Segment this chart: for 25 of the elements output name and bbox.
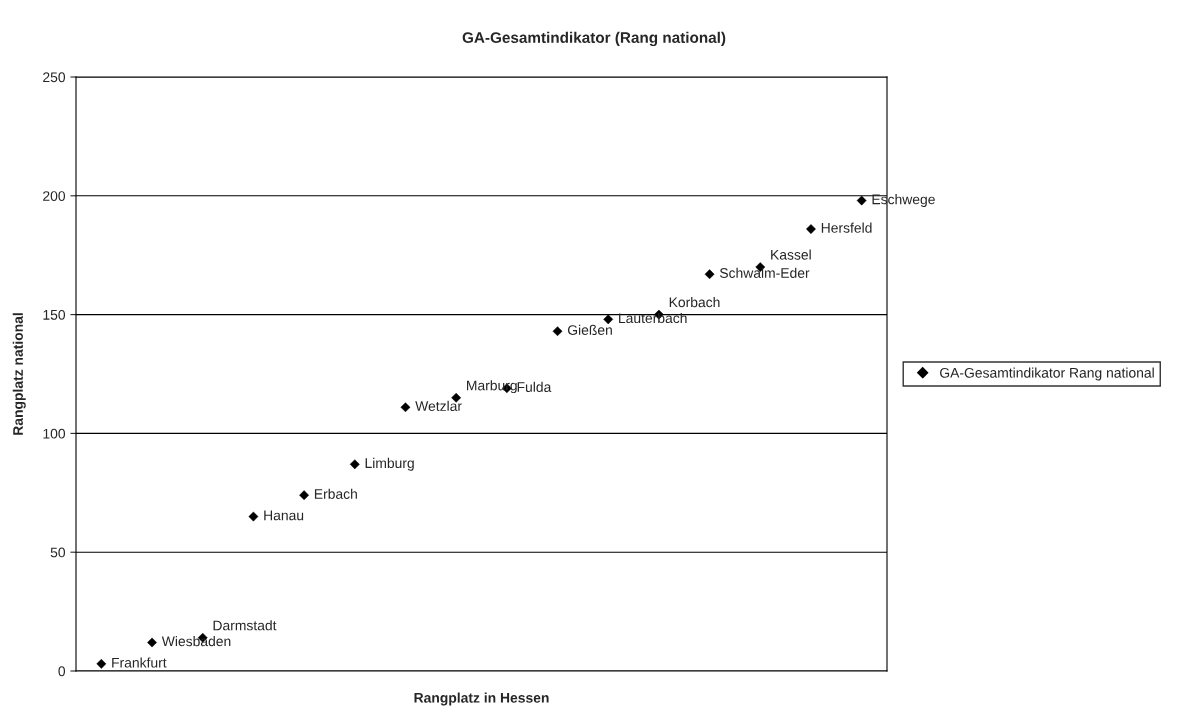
data-label: Erbach bbox=[314, 488, 357, 499]
data-label: Limburg bbox=[365, 457, 414, 471]
data-label: Lauterbach bbox=[619, 312, 687, 324]
y-tick-label: 200 bbox=[43, 191, 66, 201]
data-label: Wetzlar bbox=[415, 400, 462, 411]
data-label: Fulda bbox=[517, 381, 552, 392]
data-label: Kassel bbox=[771, 249, 811, 260]
data-label: Frankfurt bbox=[112, 657, 167, 668]
y-tick-label: 50 bbox=[50, 547, 66, 558]
data-label: Hanau bbox=[264, 510, 304, 521]
data-label: Korbach bbox=[669, 297, 720, 308]
data-label: Darmstadt bbox=[213, 620, 277, 631]
chart-title: GA-Gesamtindikator (Rang national) bbox=[462, 31, 726, 47]
y-tick-label: 250 bbox=[43, 72, 66, 83]
data-label: Wiesbaden bbox=[161, 636, 231, 647]
y-axis-title: Rangplatz national bbox=[12, 313, 26, 435]
point bbox=[147, 637, 157, 648]
x-axis-title: Rangplatz in Hessen bbox=[414, 692, 549, 706]
data-label: Gießen bbox=[567, 324, 612, 335]
y-tick-label: 150 bbox=[43, 309, 66, 320]
legend-label: GA-Gesamtindikator Rang national bbox=[940, 367, 1154, 381]
y-tick-label: 100 bbox=[43, 428, 66, 439]
y-tick-label: 0 bbox=[58, 666, 66, 677]
data-label: Schwalm-Eder bbox=[719, 267, 810, 278]
data-label: Hersfeld bbox=[821, 222, 872, 233]
